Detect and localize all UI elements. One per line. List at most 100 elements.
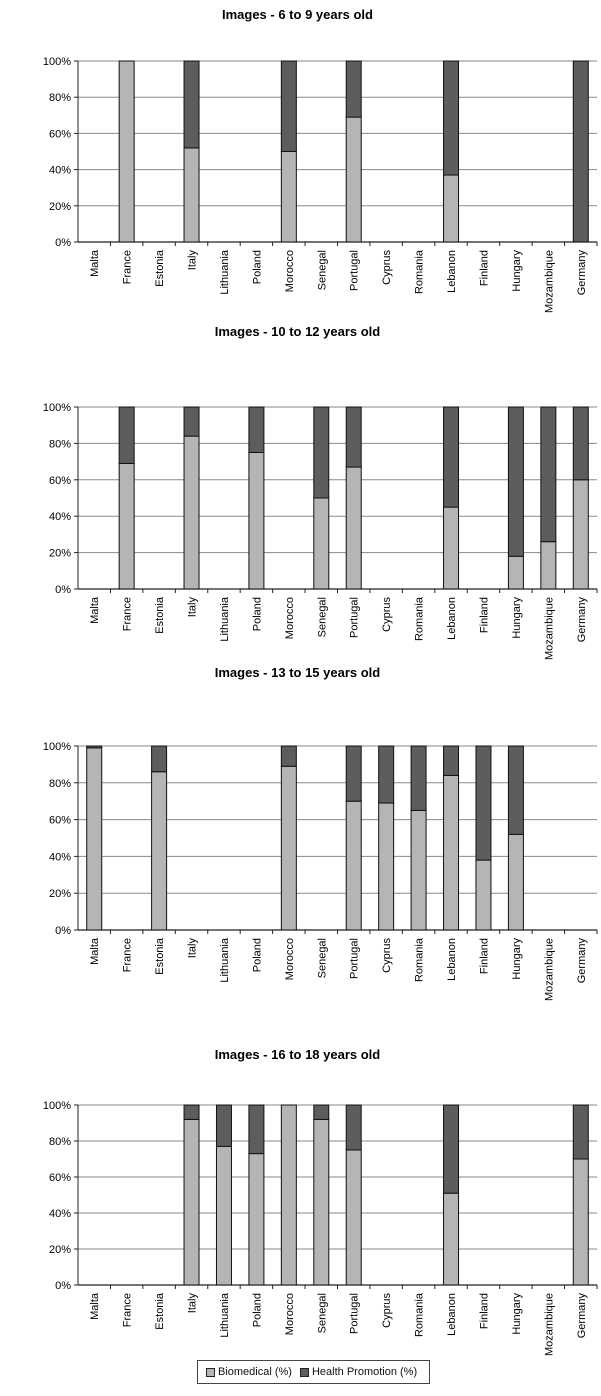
y-tick-label: 80%: [49, 778, 71, 790]
category-label: Morocco: [284, 250, 296, 292]
bar-health-promotion: [410, 745, 427, 811]
category-label: Lithuania: [219, 249, 231, 295]
category-label: Finland: [478, 1293, 490, 1329]
category-label: Italy: [187, 250, 199, 271]
category-label: Poland: [251, 1293, 263, 1327]
category-label: Estonia: [154, 937, 166, 975]
bar-biomedical: [280, 1104, 297, 1286]
bar-health-promotion: [280, 745, 297, 767]
category-label: Germany: [576, 1293, 588, 1339]
bar-health-promotion: [572, 406, 589, 481]
category-label: Poland: [251, 597, 263, 631]
bar-health-promotion: [118, 406, 135, 464]
category-label: Estonia: [154, 596, 166, 634]
y-tick-label: 80%: [49, 92, 71, 104]
chart-panel: Images - 16 to 18 years old 0% 20% 40% 60% 80…: [43, 1047, 598, 1356]
chart-panel: Images - 6 to 9 years old 0% 20% 40% 60% 80% 1…: [43, 7, 598, 313]
bar-biomedical: [86, 747, 103, 931]
category-label: Germany: [576, 250, 588, 296]
bar-biomedical: [443, 774, 460, 931]
legend-swatch-health-promotion: [299, 1367, 309, 1377]
category-label: Germany: [576, 938, 588, 984]
y-tick-label: 100%: [43, 1100, 71, 1112]
bar-biomedical: [151, 771, 168, 931]
bar-biomedical: [248, 452, 265, 590]
bar-biomedical: [540, 541, 557, 590]
bar-health-promotion: [280, 60, 297, 152]
bar-health-promotion: [345, 1104, 362, 1151]
chart-title: Images - 6 to 9 years old: [222, 7, 373, 22]
bar-biomedical: [313, 497, 330, 590]
bar-health-promotion: [86, 745, 103, 749]
chart-legend: Biomedical (%) Health Promotion (%): [197, 1360, 431, 1384]
category-label: Cyprus: [381, 1293, 393, 1328]
bar-health-promotion: [183, 60, 200, 149]
category-label: Poland: [251, 938, 263, 972]
category-label: Finland: [478, 250, 490, 286]
bar-health-promotion: [572, 60, 589, 243]
bar-health-promotion: [345, 60, 362, 118]
category-label: Malta: [89, 1292, 101, 1320]
bar-health-promotion: [345, 745, 362, 802]
bar-biomedical: [215, 1145, 232, 1286]
bar-health-promotion: [540, 406, 557, 543]
category-label: Mozambique: [543, 1293, 555, 1356]
bar-health-promotion: [378, 745, 395, 804]
bar-biomedical: [572, 1158, 589, 1286]
bar-biomedical: [572, 479, 589, 590]
y-tick-label: 40%: [49, 511, 71, 523]
bar-health-promotion: [151, 745, 168, 773]
bar-health-promotion: [313, 1104, 330, 1120]
y-tick-label: 100%: [43, 402, 71, 414]
y-tick-label: 0%: [55, 1280, 71, 1292]
bar-biomedical: [280, 765, 297, 931]
category-label: Estonia: [154, 249, 166, 287]
chart-panel: Images - 13 to 15 years old 0% 20% 40% 60% 80…: [43, 665, 598, 1001]
bar-health-promotion: [345, 406, 362, 468]
bar-health-promotion: [443, 406, 460, 508]
category-label: Malta: [89, 937, 101, 965]
bar-biomedical: [345, 800, 362, 931]
category-label: France: [122, 1293, 134, 1327]
bar-biomedical: [410, 809, 427, 931]
y-tick-label: 0%: [55, 925, 71, 937]
bar-health-promotion: [183, 406, 200, 437]
bar-health-promotion: [248, 1104, 265, 1155]
category-label: Portugal: [349, 1293, 361, 1334]
category-label: France: [122, 597, 134, 631]
category-label: Italy: [187, 597, 199, 618]
category-label: Malta: [89, 249, 101, 277]
bar-biomedical: [443, 174, 460, 243]
category-label: Mozambique: [543, 938, 555, 1001]
category-label: Morocco: [284, 938, 296, 980]
bar-biomedical: [345, 116, 362, 243]
category-label: Senegal: [316, 597, 328, 637]
bar-biomedical: [345, 466, 362, 590]
bar-biomedical: [118, 462, 135, 590]
bar-biomedical: [183, 1118, 200, 1286]
category-label: Senegal: [316, 250, 328, 290]
category-label: France: [122, 250, 134, 284]
category-label: Lebanon: [446, 1293, 458, 1336]
category-label: Cyprus: [381, 250, 393, 285]
category-label: Portugal: [349, 938, 361, 979]
chart-panel: Images - 10 to 12 years old 0% 20% 40% 60% 80…: [43, 324, 598, 660]
category-label: Cyprus: [381, 597, 393, 632]
y-tick-label: 0%: [55, 237, 71, 249]
category-label: Lithuania: [219, 1292, 231, 1338]
bar-biomedical: [507, 555, 524, 590]
bar-biomedical: [475, 859, 492, 931]
category-label: Hungary: [511, 250, 523, 292]
y-tick-label: 100%: [43, 56, 71, 68]
category-label: Malta: [89, 596, 101, 624]
bar-biomedical: [345, 1149, 362, 1286]
bar-health-promotion: [215, 1104, 232, 1147]
category-label: Senegal: [316, 938, 328, 978]
bar-health-promotion: [443, 60, 460, 176]
y-tick-label: 60%: [49, 815, 71, 827]
bar-biomedical: [313, 1118, 330, 1286]
chart-title: Images - 16 to 18 years old: [215, 1047, 381, 1062]
bar-biomedical: [443, 506, 460, 590]
category-label: Lithuania: [219, 937, 231, 983]
